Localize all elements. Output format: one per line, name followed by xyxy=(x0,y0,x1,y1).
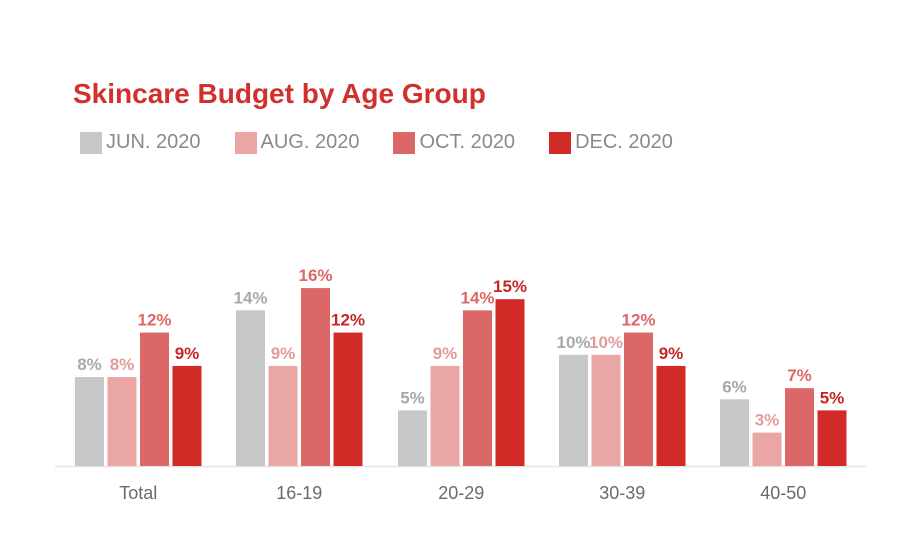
legend-swatch-jun xyxy=(80,131,102,154)
x-tick-label-30-39: 30-39 xyxy=(599,483,645,503)
legend-swatch-oct xyxy=(393,131,416,154)
bar-30-39-DEC. 2020 xyxy=(656,365,686,466)
data-label-Total-AUG. 2020: 8% xyxy=(110,355,135,374)
x-tick-label-Total: Total xyxy=(119,483,157,503)
legend-swatch-dec xyxy=(549,131,572,154)
data-label-Total-JUN. 2020: 8% xyxy=(77,355,102,374)
data-label-40-50-AUG. 2020: 3% xyxy=(755,411,780,430)
chart-title: Skincare Budget by Age Group xyxy=(73,78,486,109)
bar-30-39-OCT. 2020 xyxy=(624,332,653,466)
legend: JUN. 2020 AUG. 2020 OCT. 2020 DEC. 2020 xyxy=(80,131,707,154)
data-label-30-39-OCT. 2020: 12% xyxy=(621,311,655,330)
bar-Total-OCT. 2020 xyxy=(140,332,169,466)
bar-40-50-DEC. 2020 xyxy=(817,410,847,466)
data-label-30-39-JUN. 2020: 10% xyxy=(556,333,590,352)
data-label-16-19-AUG. 2020: 9% xyxy=(271,344,296,363)
bar-20-29-DEC. 2020 xyxy=(495,299,525,466)
legend-item-dec: DEC. 2020 xyxy=(549,131,673,154)
bar-20-29-JUN. 2020 xyxy=(398,410,427,466)
data-label-16-19-DEC. 2020: 12% xyxy=(331,311,365,330)
bar-40-50-OCT. 2020 xyxy=(785,388,814,466)
data-label-30-39-DEC. 2020: 9% xyxy=(659,344,684,363)
bar-40-50-AUG. 2020 xyxy=(752,432,782,466)
data-label-20-29-DEC. 2020: 15% xyxy=(493,277,527,296)
bar-20-29-OCT. 2020 xyxy=(463,310,492,466)
legend-label-dec: DEC. 2020 xyxy=(575,131,673,153)
bar-16-19-JUN. 2020 xyxy=(236,310,265,466)
bar-Total-DEC. 2020 xyxy=(172,365,202,466)
data-label-40-50-DEC. 2020: 5% xyxy=(820,388,845,407)
legend-label-oct: OCT. 2020 xyxy=(419,131,516,153)
legend-item-oct: OCT. 2020 xyxy=(393,131,515,154)
data-label-30-39-AUG. 2020: 10% xyxy=(589,333,623,352)
x-tick-label-40-50: 40-50 xyxy=(760,483,806,503)
bar-30-39-JUN. 2020 xyxy=(559,354,588,466)
legend-label-jun: JUN. 2020 xyxy=(106,131,201,153)
data-label-Total-DEC. 2020: 9% xyxy=(175,344,200,363)
bar-16-19-AUG. 2020 xyxy=(268,365,298,466)
bar-30-39-AUG. 2020 xyxy=(591,354,621,466)
data-label-20-29-AUG. 2020: 9% xyxy=(433,344,458,363)
bar-Total-JUN. 2020 xyxy=(75,377,104,466)
data-label-40-50-JUN. 2020: 6% xyxy=(722,377,747,396)
data-label-40-50-OCT. 2020: 7% xyxy=(787,366,812,385)
data-label-16-19-OCT. 2020: 16% xyxy=(298,266,332,285)
data-label-20-29-OCT. 2020: 14% xyxy=(460,288,494,307)
legend-item-aug: AUG. 2020 xyxy=(234,131,360,154)
data-label-Total-OCT. 2020: 12% xyxy=(137,311,171,330)
bar-40-50-JUN. 2020 xyxy=(720,399,749,466)
data-label-20-29-JUN. 2020: 5% xyxy=(400,388,425,407)
x-tick-label-20-29: 20-29 xyxy=(438,483,484,503)
legend-label-aug: AUG. 2020 xyxy=(260,131,360,153)
bar-16-19-OCT. 2020 xyxy=(301,288,330,466)
data-label-16-19-JUN. 2020: 14% xyxy=(233,288,267,307)
bar-16-19-DEC. 2020 xyxy=(333,332,363,466)
legend-item-jun: JUN. 2020 xyxy=(80,131,201,154)
bar-20-29-AUG. 2020 xyxy=(430,365,460,466)
bar-Total-AUG. 2020 xyxy=(107,377,137,466)
x-tick-label-16-19: 16-19 xyxy=(276,483,322,503)
legend-swatch-aug xyxy=(234,131,257,154)
